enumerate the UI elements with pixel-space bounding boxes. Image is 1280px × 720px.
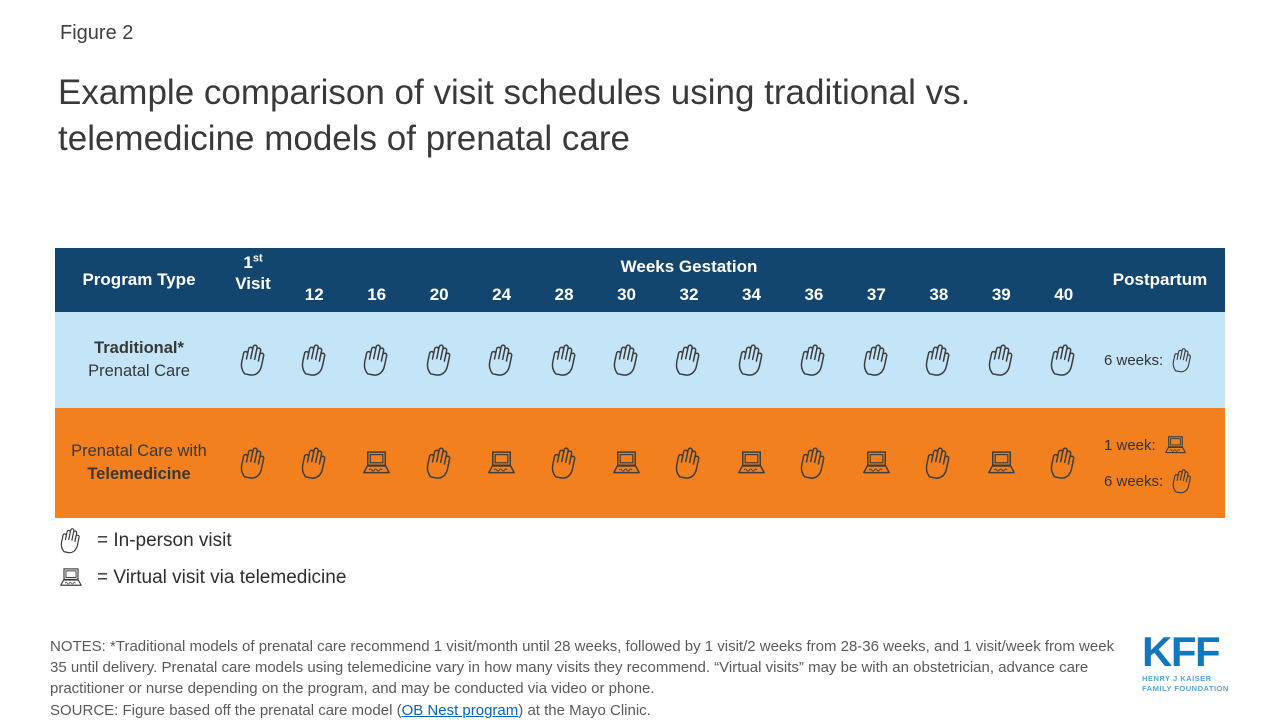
col-group-header-weeks-gestation: Weeks Gestation [620,257,758,276]
row-label-telemedicine-line1: Prenatal Care with [71,441,207,460]
postpartum-entry: 1 week: [1104,432,1189,459]
source-prefix: SOURCE: Figure based off the prenatal ca… [50,702,402,719]
hand-icon [1169,347,1196,374]
visit-icon-cell [533,446,595,481]
visit-icon-cell [345,343,407,378]
table-row-traditional: Traditional* Prenatal Care 6 weeks: [55,312,1225,408]
col-header-week-40: 40 [1054,285,1074,304]
laptop-icon [1162,432,1189,459]
col-header-week-36: 36 [804,285,824,304]
laptop-icon [57,564,85,592]
visit-icon-cell [783,343,845,378]
visit-icon-cell [970,343,1032,378]
postpartum-cell-telemedicine: 1 week: 6 weeks: [1095,432,1225,495]
visit-icon-cell [408,343,470,378]
visit-icon-cell [533,343,595,378]
col-header-week-34: 34 [741,285,761,304]
visit-icon-cell [658,446,720,481]
figure-label: Figure 2 [60,22,134,44]
col-header-week-28: 28 [554,285,574,304]
visit-icon-cell [408,446,470,481]
page-title: Example comparison of visit schedules us… [58,70,1208,162]
first-visit-ordinal: st [252,252,263,265]
col-header-week-30: 30 [617,285,636,304]
first-visit-number: 1 [243,253,253,272]
kff-logo: KFF HENRY J KAISER FAMILY FOUNDATION [1142,628,1237,695]
visit-icon-cell [720,343,782,378]
kff-logo-tagline: HENRY J KAISER FAMILY FOUNDATION [1142,674,1237,695]
row-label-telemedicine-line2: Telemedicine [87,465,191,483]
postpartum-timing-label: 6 weeks: [1104,351,1164,369]
postpartum-timing-label: 1 week: [1104,436,1156,454]
notes-block: NOTES: *Traditional models of prenatal c… [50,636,1118,720]
source-suffix: ) at the Mayo Clinic. [518,702,651,719]
visit-icon-cell [970,446,1032,481]
col-header-week-37: 37 [866,285,886,304]
kff-tagline-line1: HENRY J KAISER [1142,673,1212,683]
row-label-traditional: Traditional* Prenatal Care [55,337,223,383]
postpartum-entry: 6 weeks: [1104,347,1196,374]
kff-logo-word: KFF [1142,628,1221,675]
col-header-week-20: 20 [429,285,449,304]
col-header-week-39: 39 [991,285,1011,304]
visit-icon-cell [783,446,845,481]
row-label-traditional-line1: Traditional* [94,338,184,357]
page-title-line2: telemedicine models of prenatal care [58,119,630,159]
visit-icon-cell [595,343,657,378]
postpartum-timing-label: 6 weeks: [1104,472,1164,490]
col-header-week-38: 38 [929,285,949,304]
visit-icon-cell [470,343,532,378]
visit-schedule-table: Program Type 1st Visit Weeks Gestation 12… [55,248,1225,518]
visit-icon-cell [1033,343,1095,378]
hand-icon [57,527,85,555]
legend-item-virtual: = Virtual visit via telemedicine [57,564,346,592]
visit-icon-cell [595,446,657,481]
col-header-week-32: 32 [679,285,699,304]
visit-icon-cell [908,446,970,481]
visit-icon-cell [283,343,345,378]
postpartum-cell-traditional: 6 weeks: [1095,347,1225,374]
visit-icon-cell [223,343,283,378]
page-title-line1: Example comparison of visit schedules us… [58,73,971,112]
col-header-postpartum: Postpartum [1112,270,1208,289]
visit-icon-cell [908,343,970,378]
col-header-program-type: Program Type [82,270,196,289]
row-label-telemedicine: Prenatal Care with Telemedicine [55,440,223,486]
row-label-traditional-line2: Prenatal Care [88,362,190,380]
visit-icon-cell [345,446,407,481]
visit-icon-cell [223,446,283,481]
col-header-first-visit: 1st Visit [223,248,283,312]
visit-icon-cell [470,446,532,481]
visit-icon-cell [1033,446,1095,481]
table-header-row: Program Type 1st Visit Weeks Gestation 12… [55,248,1225,312]
table-row-telemedicine: Prenatal Care with Telemedicine 1 week: [55,408,1225,518]
first-visit-word: Visit [235,274,271,294]
col-header-week-16: 16 [367,285,387,304]
col-header-week-24: 24 [492,285,512,304]
source-text: SOURCE: Figure based off the prenatal ca… [50,700,1118,720]
notes-text: NOTES: *Traditional models of prenatal c… [50,638,1115,697]
visit-icon-cell [845,446,907,481]
visit-icon-cell [720,446,782,481]
visit-icon-cell [283,446,345,481]
visit-icon-cell [658,343,720,378]
legend-item-in-person: = In-person visit [57,527,346,555]
hand-icon [1169,468,1196,495]
kff-tagline-line2: FAMILY FOUNDATION [1142,684,1229,694]
col-header-week-12: 12 [304,285,324,304]
ob-nest-program-link[interactable]: OB Nest program [401,702,519,719]
visit-icon-cell [845,343,907,378]
legend: = In-person visit = Virtual visit via te… [57,527,346,592]
legend-label: = In-person visit [97,530,232,551]
postpartum-entry: 6 weeks: [1104,468,1196,495]
legend-label: = Virtual visit via telemedicine [97,567,347,588]
